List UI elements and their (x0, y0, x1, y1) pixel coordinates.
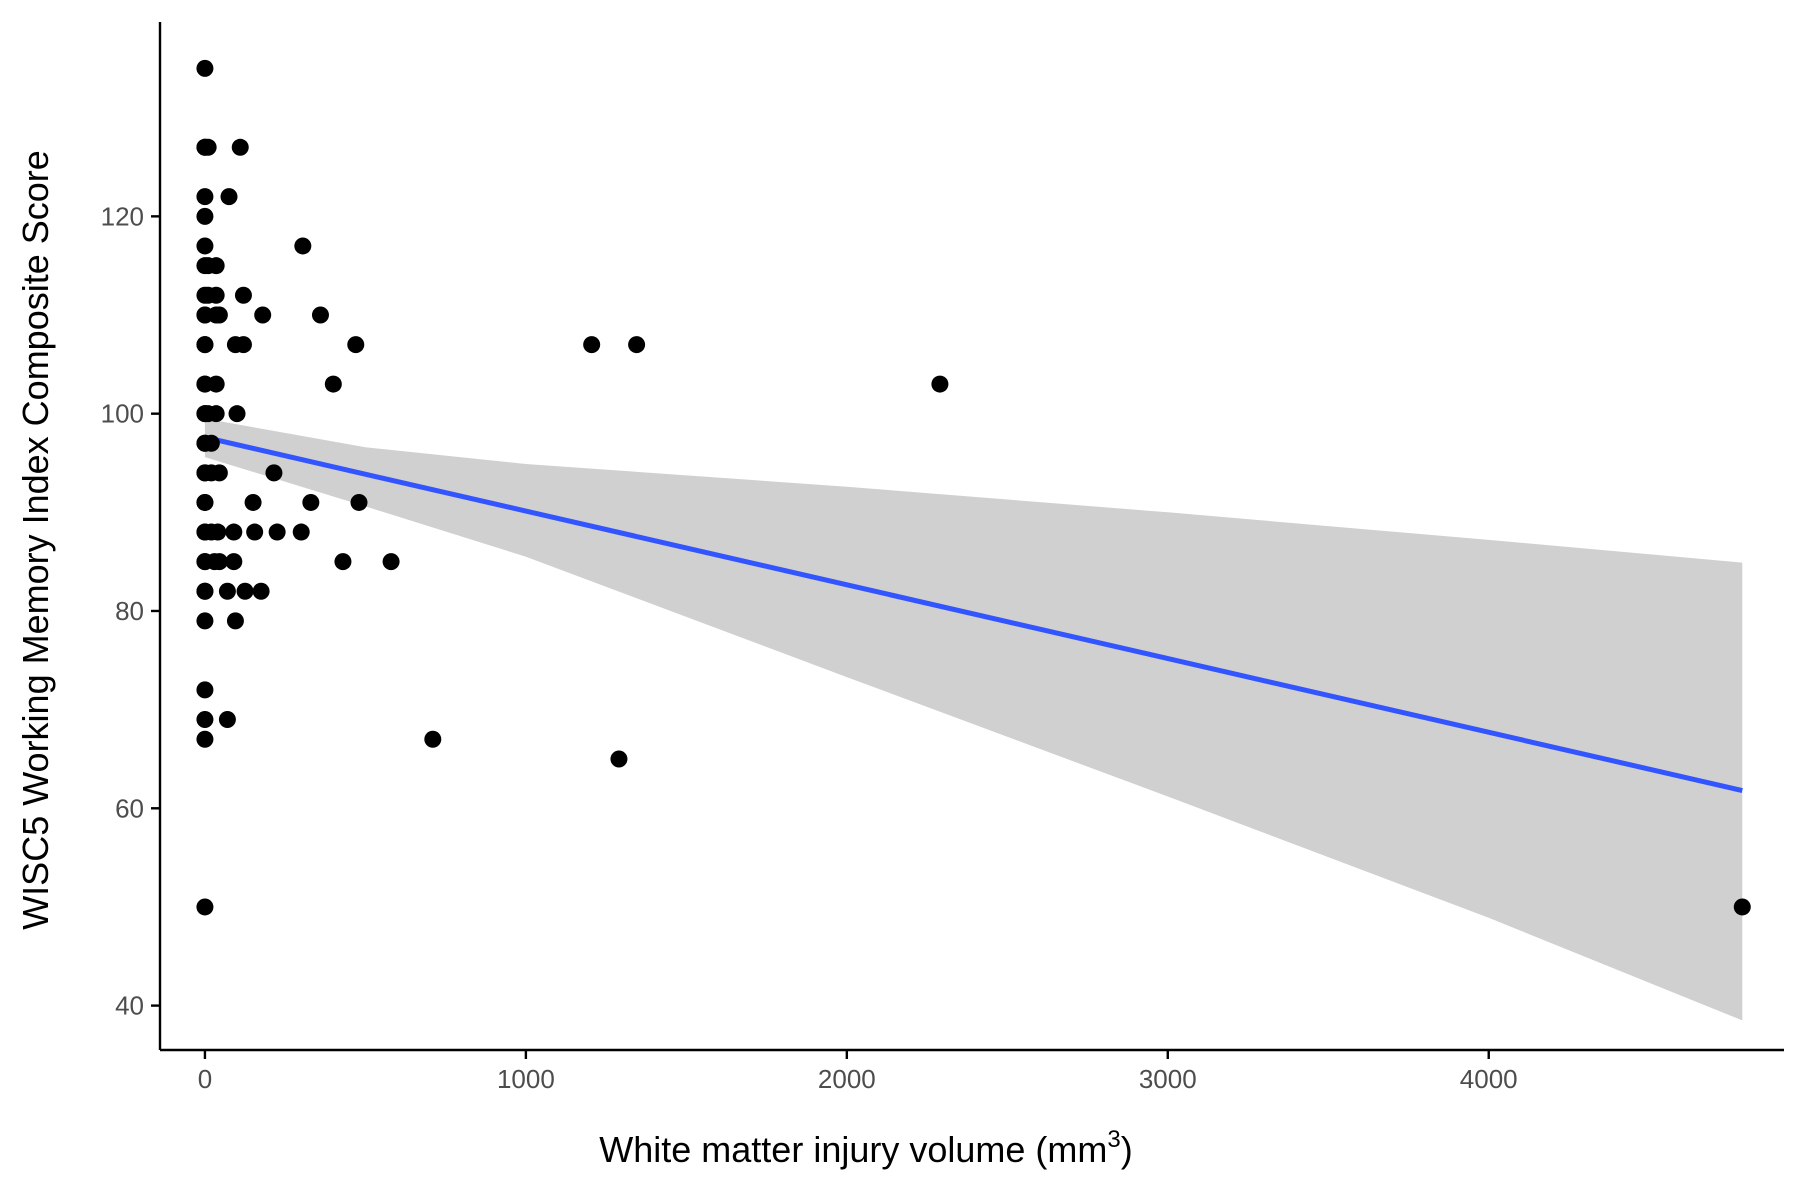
data-point (334, 553, 352, 571)
data-point (292, 523, 310, 541)
data-point (265, 464, 283, 482)
data-point (196, 59, 214, 77)
data-point (268, 523, 286, 541)
data-point (196, 493, 214, 511)
data-point (218, 582, 236, 600)
regression-line (204, 434, 1743, 793)
data-point (244, 493, 262, 511)
x-axis-title: White matter injury volume (mm3) (599, 1126, 1132, 1170)
data-point (311, 306, 329, 324)
data-point (228, 405, 246, 423)
data-point (196, 730, 214, 748)
data-point (196, 188, 214, 206)
y-tick-label: 40 (115, 991, 144, 1021)
data-point (218, 711, 236, 729)
data-point (220, 188, 238, 206)
y-axis-title: WISC5 Working Memory Index Composite Sco… (15, 150, 56, 930)
data-point (231, 138, 249, 156)
x-tick-label: 3000 (1139, 1064, 1197, 1094)
data-point (196, 582, 214, 600)
data-point (246, 523, 264, 541)
y-tick-label: 100 (101, 399, 144, 429)
data-point (931, 375, 949, 393)
data-point (196, 336, 214, 354)
data-point (1733, 898, 1751, 916)
confidence-band (204, 418, 1743, 1021)
confidence-band-layer (204, 418, 1743, 1021)
data-point (583, 336, 601, 354)
data-point (196, 711, 214, 729)
data-point (207, 257, 225, 275)
x-tick-label: 2000 (818, 1064, 876, 1094)
data-point (210, 464, 228, 482)
data-point (202, 434, 220, 452)
data-point (196, 681, 214, 699)
data-point (207, 375, 225, 393)
data-point (424, 730, 442, 748)
data-point (324, 375, 342, 393)
data-point (210, 306, 228, 324)
data-point (209, 523, 227, 541)
data-point (302, 493, 320, 511)
data-point (226, 612, 244, 630)
data-point (196, 138, 214, 156)
data-point (350, 493, 368, 511)
y-tick-label: 60 (115, 793, 144, 823)
data-point (347, 336, 365, 354)
data-point (234, 286, 252, 304)
data-point (196, 612, 214, 630)
data-point (252, 582, 270, 600)
y-tick-label: 80 (115, 596, 144, 626)
data-point (196, 207, 214, 225)
data-point (207, 405, 225, 423)
x-axis-title-main: White matter injury volume (mm (599, 1129, 1107, 1170)
data-point (196, 898, 214, 916)
x-tick-label: 1000 (497, 1064, 555, 1094)
data-point (210, 553, 228, 571)
data-point (225, 523, 243, 541)
data-point (207, 286, 225, 304)
y-tick-label: 120 (101, 201, 144, 231)
axes-layer: 40 60 80 100 120 0 1000 2000 3000 4000 (101, 22, 1784, 1094)
data-point (382, 553, 400, 571)
data-point (196, 237, 214, 255)
data-point (254, 306, 272, 324)
x-axis-title-superscript: 3 (1107, 1126, 1120, 1153)
x-tick-label: 4000 (1460, 1064, 1518, 1094)
x-axis-title-suffix: ) (1121, 1129, 1133, 1170)
data-points-layer (196, 59, 1751, 916)
data-point (628, 336, 646, 354)
data-point (225, 553, 243, 571)
x-tick-label: 0 (198, 1064, 212, 1094)
data-point (236, 582, 254, 600)
data-point (234, 336, 252, 354)
data-point (610, 750, 628, 768)
fit-line-layer (204, 434, 1743, 793)
data-point (294, 237, 312, 255)
